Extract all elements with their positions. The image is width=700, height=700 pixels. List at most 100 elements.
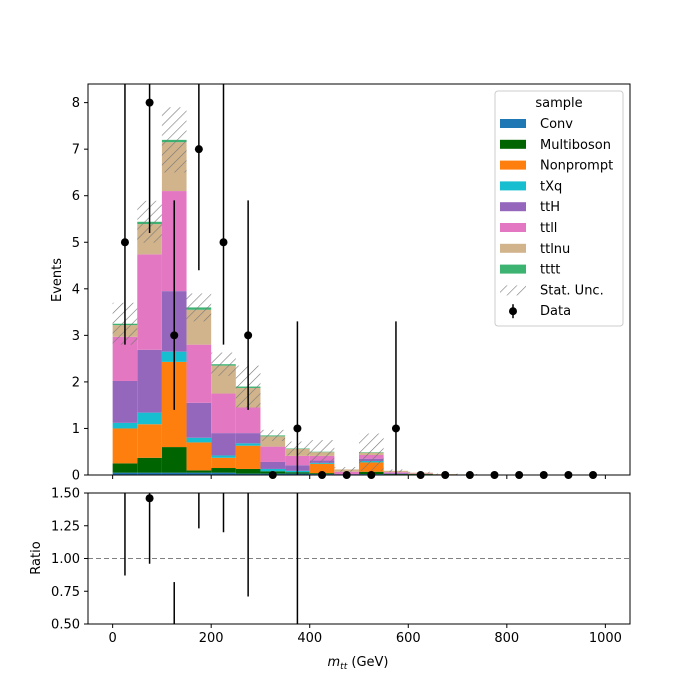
- ratio-y-tick-label: 1.00: [51, 552, 80, 567]
- legend-label-ttlnu: ttlnu: [540, 242, 570, 257]
- bar-tth-bin-5: [235, 433, 261, 444]
- ratio-y-tick-label: 1.50: [51, 487, 80, 502]
- main-y-tick-label: 8: [72, 96, 80, 111]
- legend-swatch-tttt: [500, 264, 526, 274]
- bar-tth-bin-6: [260, 461, 286, 469]
- main-y-tick-label: 5: [72, 236, 80, 251]
- stat-unc-band-bin-10: [359, 433, 384, 471]
- bar-txq-bin-6: [260, 468, 286, 472]
- main-y-tick-label: 6: [72, 189, 80, 204]
- bar-nonprompt-bin-4: [211, 457, 236, 469]
- bar-multiboson-bin-1: [137, 457, 162, 473]
- stat-unc-band-bin-9: [334, 467, 359, 472]
- bar-ttll-bin-4: [211, 393, 236, 434]
- legend-label-txq: tXq: [540, 179, 562, 194]
- x-axis-label: mtt (GeV): [328, 655, 389, 672]
- bar-ttll-bin-1: [137, 254, 162, 350]
- legend-label-tttt: tttt: [540, 263, 560, 278]
- legend-label-tth: ttH: [540, 200, 560, 215]
- ratio-panel: 0.50 0.75 1.00 1.25 1.50 0 200 400 600 800 1000 R…: [29, 487, 631, 646]
- bar-ttll-bin-3: [186, 344, 212, 403]
- bar-multiboson-bin-0: [112, 463, 138, 473]
- data-point-4: [219, 238, 228, 247]
- bar-conv-bin-5: [235, 473, 261, 475]
- bar-txq-bin-5: [235, 443, 261, 446]
- ratio-y-tick-label: 0.50: [51, 618, 80, 633]
- main-panel: 0 1 2 3 4 5 6 7 8 Events: [50, 83, 631, 484]
- data-point-7: [293, 424, 302, 433]
- ratio-y-tick-label: 1.25: [51, 519, 80, 534]
- main-y-tick-label: 2: [72, 375, 80, 390]
- data-point-11: [391, 424, 400, 433]
- legend-box: [494, 90, 624, 327]
- legend-label-ttll: ttll: [540, 221, 557, 236]
- legend-label-nonprompt: Nonprompt: [540, 159, 613, 174]
- legend-label-multiboson: Multiboson: [540, 138, 611, 153]
- bar-tth-bin-1: [137, 349, 162, 413]
- bar-multiboson-bin-4: [211, 468, 236, 473]
- bar-txq-bin-0: [112, 422, 138, 429]
- main-axes-frame: [87, 83, 631, 476]
- legend-swatch-txq: [500, 181, 526, 191]
- legend-label-stat-unc: Stat. Unc.: [540, 283, 604, 298]
- bar-nonprompt-bin-0: [112, 428, 138, 464]
- data-point-2: [170, 331, 179, 340]
- data-point-3: [194, 145, 203, 154]
- stat-unc-band-bin-3: [186, 293, 212, 322]
- ratio-y-tick-label: 0.75: [51, 585, 80, 600]
- bar-txq-bin-4: [211, 455, 236, 458]
- stat-unc-band-bin-2: [161, 107, 187, 173]
- bar-nonprompt-bin-8: [309, 463, 335, 474]
- main-y-tick-label: 1: [72, 422, 80, 437]
- bar-tth-bin-0: [112, 380, 138, 423]
- legend-swatch-ttll: [500, 223, 526, 232]
- bar-conv-bin-2: [161, 472, 187, 475]
- bar-nonprompt-bin-5: [235, 445, 261, 469]
- x-tick-label: 200: [199, 631, 224, 646]
- x-axis-label-main: m: [328, 655, 341, 670]
- stat-unc-band-bin-4: [211, 352, 236, 376]
- legend-swatch-conv: [500, 119, 526, 128]
- bar-txq-bin-3: [186, 437, 212, 443]
- legend-swatch-tth: [500, 202, 526, 212]
- main-x-ticks: [112, 475, 606, 479]
- ratio-x-ticks: 0 200 400 600 800 1000: [108, 624, 622, 646]
- main-y-tick-label: 0: [72, 469, 80, 484]
- x-tick-label: 1000: [589, 631, 622, 646]
- stat-unc-band-bin-8: [309, 440, 335, 464]
- ratio-point-1: [145, 494, 154, 503]
- legend-data-marker: [509, 307, 517, 316]
- main-y-axis-label: Events: [50, 258, 65, 302]
- x-tick-label: 400: [297, 631, 322, 646]
- bar-txq-bin-1: [137, 412, 162, 425]
- bar-ttll-bin-5: [235, 407, 261, 434]
- legend-swatch-multiboson: [500, 139, 526, 149]
- bar-ttlnu-bin-6: [260, 436, 286, 447]
- bar-conv-bin-0: [112, 472, 138, 475]
- legend-items: Conv Multiboson Nonprompt tXq ttH ttll ttlnu tt…: [500, 117, 613, 319]
- bar-nonprompt-bin-1: [137, 424, 162, 458]
- legend-swatch-nonprompt: [500, 160, 526, 170]
- stat-unc-band-bin-6: [260, 429, 286, 442]
- main-y-tick-label: 3: [72, 329, 80, 344]
- main-y-ticks: 0 1 2 3 4 5 6 7 8: [72, 96, 88, 484]
- bar-multiboson-bin-3: [186, 470, 212, 473]
- main-y-tick-label: 7: [72, 143, 80, 158]
- bar-conv-bin-1: [137, 472, 162, 475]
- bar-nonprompt-bin-3: [186, 442, 212, 471]
- ratio-points: [124, 493, 299, 624]
- data-point-1: [145, 98, 154, 107]
- bar-conv-bin-4: [211, 472, 236, 475]
- x-axis-label-unit: (GeV): [347, 655, 388, 670]
- legend-swatch-stat-unc: [500, 285, 526, 296]
- bar-ttll-bin-6: [260, 446, 286, 462]
- legend-swatch-ttlnu: [500, 243, 526, 253]
- x-axis-label-sub: tt: [340, 662, 348, 672]
- bar-conv-bin-3: [186, 472, 212, 475]
- legend: sample Conv Multiboson Nonprompt tXq ttH ttll…: [494, 90, 624, 327]
- legend-label-conv: Conv: [540, 117, 573, 132]
- x-tick-label: 0: [108, 631, 116, 646]
- bar-multiboson-bin-2: [161, 447, 187, 473]
- main-y-tick-label: 4: [72, 282, 80, 297]
